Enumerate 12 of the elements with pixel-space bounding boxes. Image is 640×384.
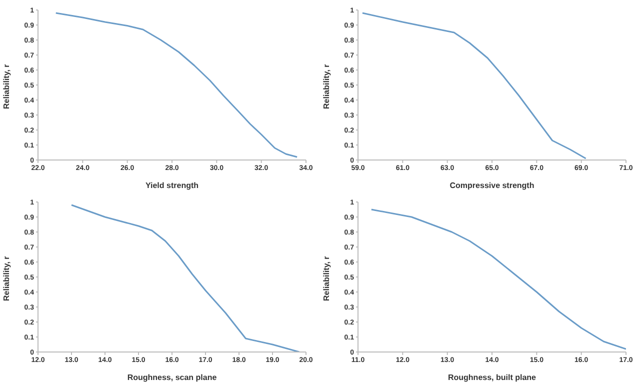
- y-axis-title: Reliability, r: [322, 64, 331, 109]
- x-axis-title: Roughness, scan plane: [127, 373, 218, 382]
- line-series: [370, 208, 626, 350]
- x-axis-title: Yield strength: [145, 181, 199, 190]
- line-series: [55, 12, 298, 158]
- line-series: [70, 204, 300, 352]
- line-series: [362, 12, 587, 160]
- y-axis-title: Reliability, r: [2, 64, 11, 109]
- x-axis-title: Compressive strength: [450, 181, 534, 190]
- x-axis-title: Roughness, built plane: [448, 373, 537, 382]
- y-axis-title: Reliability, r: [2, 256, 11, 301]
- y-axis-title: Reliability, r: [322, 256, 331, 301]
